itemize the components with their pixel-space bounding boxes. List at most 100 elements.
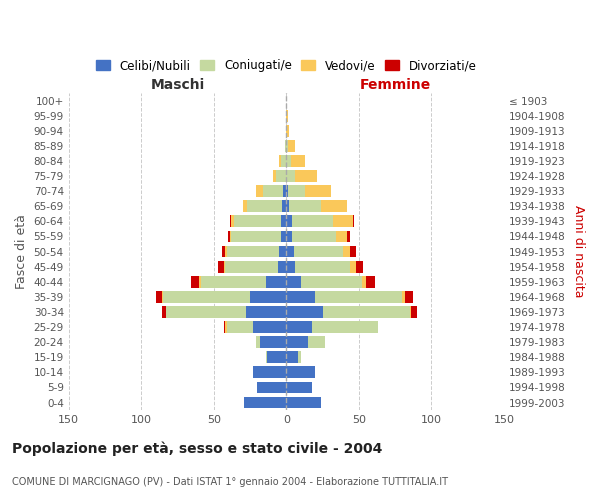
Bar <box>301 276 362 287</box>
Bar <box>227 246 279 258</box>
Bar <box>226 261 278 272</box>
Bar <box>286 216 292 228</box>
Bar <box>313 321 378 333</box>
Bar <box>283 186 286 197</box>
Bar <box>405 291 413 303</box>
Bar <box>286 246 293 258</box>
Bar <box>321 200 347 212</box>
Bar <box>286 200 289 212</box>
Bar <box>411 306 417 318</box>
Bar <box>156 291 161 303</box>
Bar <box>273 170 276 182</box>
Bar <box>343 246 350 258</box>
Bar <box>356 261 363 272</box>
Bar <box>286 170 295 182</box>
Bar <box>350 261 356 272</box>
Bar <box>263 186 283 197</box>
Bar <box>253 366 286 378</box>
Bar <box>353 216 355 228</box>
Bar <box>347 230 350 242</box>
Bar <box>256 186 263 197</box>
Bar <box>279 246 286 258</box>
Bar <box>298 352 301 363</box>
Bar <box>281 155 286 167</box>
Bar <box>224 261 226 272</box>
Bar <box>308 336 325 348</box>
Bar <box>282 200 286 212</box>
Bar <box>234 216 281 228</box>
Text: Popolazione per età, sesso e stato civile - 2004: Popolazione per età, sesso e stato civil… <box>12 441 382 456</box>
Bar <box>285 140 286 151</box>
Bar <box>286 306 323 318</box>
Bar <box>231 216 234 228</box>
Bar <box>286 261 295 272</box>
Bar <box>288 186 305 197</box>
Bar <box>286 186 288 197</box>
Bar <box>286 155 290 167</box>
Bar <box>260 336 286 348</box>
Bar <box>295 261 350 272</box>
Bar <box>335 230 347 242</box>
Bar <box>290 155 305 167</box>
Bar <box>276 170 286 182</box>
Bar <box>295 170 317 182</box>
Bar <box>281 230 286 242</box>
Bar <box>218 261 224 272</box>
Bar <box>286 382 313 394</box>
Text: Maschi: Maschi <box>151 78 205 92</box>
Bar <box>286 140 288 151</box>
Bar <box>362 276 366 287</box>
Bar <box>286 396 321 408</box>
Bar <box>286 125 289 136</box>
Bar <box>227 321 253 333</box>
Bar <box>350 246 356 258</box>
Text: Femmine: Femmine <box>359 78 431 92</box>
Bar <box>245 306 286 318</box>
Bar <box>226 321 227 333</box>
Bar <box>224 321 226 333</box>
Bar <box>266 352 268 363</box>
Bar <box>230 230 231 242</box>
Bar <box>250 291 286 303</box>
Y-axis label: Anni di nascita: Anni di nascita <box>572 206 585 298</box>
Bar <box>293 246 343 258</box>
Bar <box>161 291 163 303</box>
Bar <box>266 276 286 287</box>
Bar <box>231 230 281 242</box>
Bar <box>278 261 286 272</box>
Bar <box>410 306 411 318</box>
Text: COMUNE DI MARCIGNAGO (PV) - Dati ISTAT 1° gennaio 2004 - Elaborazione TUTTITALIA: COMUNE DI MARCIGNAGO (PV) - Dati ISTAT 1… <box>12 477 448 487</box>
Bar <box>286 336 308 348</box>
Bar <box>161 306 166 318</box>
Bar <box>323 306 410 318</box>
Bar <box>268 352 286 363</box>
Bar <box>305 186 331 197</box>
Bar <box>316 291 403 303</box>
Bar <box>333 216 353 228</box>
Bar <box>281 216 286 228</box>
Y-axis label: Fasce di età: Fasce di età <box>15 214 28 289</box>
Bar <box>257 382 286 394</box>
Bar <box>191 276 199 287</box>
Bar <box>286 110 288 122</box>
Bar <box>286 352 298 363</box>
Bar <box>292 216 333 228</box>
Bar <box>292 230 335 242</box>
Bar <box>288 140 295 151</box>
Bar <box>226 246 227 258</box>
Bar <box>286 321 313 333</box>
Bar <box>253 321 286 333</box>
Bar <box>201 276 266 287</box>
Bar <box>286 366 316 378</box>
Bar <box>286 291 316 303</box>
Bar <box>199 276 201 287</box>
Bar <box>256 336 260 348</box>
Bar <box>366 276 375 287</box>
Bar <box>247 200 282 212</box>
Bar <box>286 276 301 287</box>
Bar <box>243 200 247 212</box>
Bar <box>163 291 250 303</box>
Bar <box>403 291 405 303</box>
Bar <box>289 200 321 212</box>
Bar <box>228 230 230 242</box>
